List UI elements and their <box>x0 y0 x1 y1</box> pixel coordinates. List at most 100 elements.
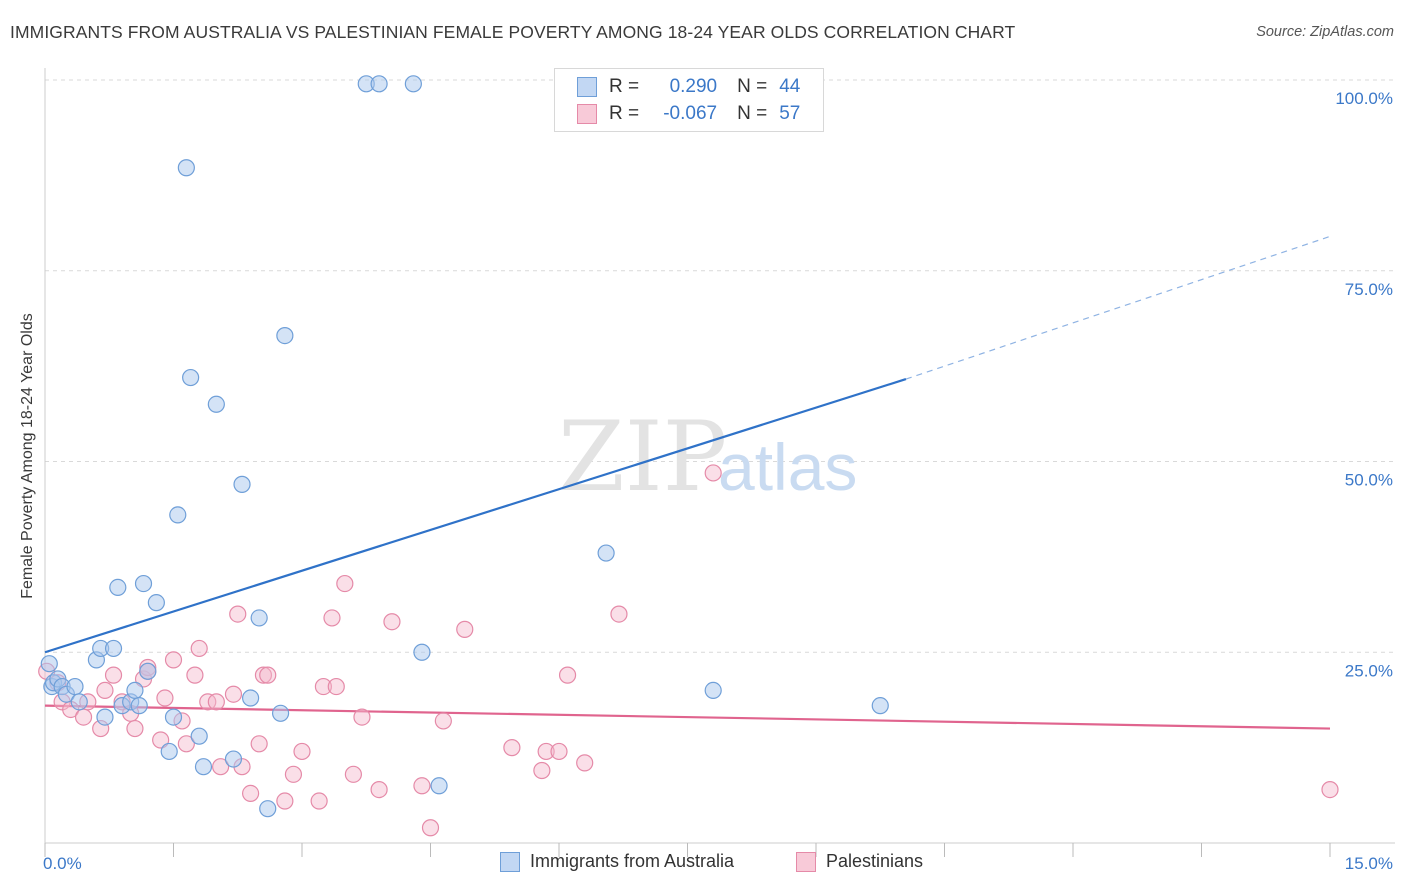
australia-point <box>190 727 208 745</box>
n-label: N = <box>737 76 768 97</box>
palestinians-point <box>533 761 551 780</box>
australia-point <box>104 639 123 658</box>
australia-point <box>370 75 388 93</box>
stats-legend: R = 0.290 N = 44 R = -0.067 N = 57 <box>554 68 824 132</box>
watermark-atlas: atlas <box>718 430 857 504</box>
stats-row-palestinians: R = -0.067 N = 57 <box>577 101 800 127</box>
palestinians-point <box>104 666 123 684</box>
australia-point <box>66 677 84 696</box>
australia-point <box>40 655 58 673</box>
palestinians-point <box>207 693 225 711</box>
palestinians-point <box>74 708 93 726</box>
australia-point <box>160 742 178 761</box>
australia-point <box>147 594 165 612</box>
palestinians-point <box>1321 780 1339 799</box>
palestinians-point <box>164 651 183 669</box>
source-credit: Source: ZipAtlas.com <box>1256 24 1394 40</box>
australia-point <box>413 643 431 661</box>
palestinians-point <box>344 765 362 783</box>
palestinians-point <box>383 613 401 631</box>
r-value: 0.290 <box>669 76 718 97</box>
watermark-zip: ZIP <box>558 401 727 513</box>
n-label: N = <box>737 103 768 124</box>
r-label: R = <box>609 103 640 124</box>
palestinians-point <box>96 681 114 700</box>
palestinians-point <box>421 819 440 837</box>
palestinians-point <box>323 609 341 627</box>
palestinians-point <box>413 777 431 795</box>
australia-point <box>250 609 268 627</box>
australia-point <box>597 544 615 562</box>
australia-point <box>134 574 153 593</box>
legend-label: Immigrants from Australia <box>530 851 735 871</box>
palestinians-point <box>254 666 273 684</box>
legend-item-australia[interactable]: Immigrants from Australia <box>500 851 734 872</box>
palestinians-point <box>186 666 204 684</box>
y-tick-label: 25.0% <box>1345 661 1393 680</box>
series-legend: Immigrants from Australia Palestinians <box>0 851 1406 877</box>
chart-title: IMMIGRANTS FROM AUSTRALIA VS PALESTINIAN… <box>10 22 1016 42</box>
palestinians-point <box>190 639 208 658</box>
r-value: -0.067 <box>663 103 718 124</box>
australia-point <box>109 578 127 596</box>
r-label: R = <box>609 76 640 97</box>
n-value: 57 <box>779 103 801 124</box>
australia-points <box>40 75 889 818</box>
legend-label: Palestinians <box>826 851 924 871</box>
tick-labels: 25.0% 50.0% 75.0% 100.0% 0.0% 15.0% <box>43 89 1393 873</box>
palestinians-points <box>38 464 1339 837</box>
y-tick-label: 50.0% <box>1345 471 1393 490</box>
australia-point <box>70 693 88 711</box>
trend-lines <box>44 235 1331 730</box>
australia-point <box>271 704 290 722</box>
pink-swatch <box>796 851 816 872</box>
australia-trend-line <box>44 378 907 654</box>
palestinians-point <box>327 677 345 696</box>
palestinians-point <box>550 742 568 761</box>
australia-point <box>194 758 213 776</box>
australia-point <box>164 708 183 726</box>
palestinians-point <box>242 784 260 803</box>
australia-point <box>169 506 187 524</box>
palestinians-point <box>276 792 294 810</box>
australia-point <box>233 475 251 493</box>
palestinians-point <box>250 735 268 753</box>
palestinians-point <box>259 666 277 684</box>
pink-swatch <box>577 104 597 124</box>
stats-row-australia: R = 0.290 N = 44 <box>577 74 800 100</box>
y-tick-label: 100.0% <box>1335 89 1393 108</box>
x-tick-label: 15.0% <box>1345 854 1393 873</box>
palestinians-point <box>314 677 333 696</box>
palestinians-point <box>224 685 243 703</box>
australia-point <box>704 681 722 700</box>
x-tick-label: 0.0% <box>43 854 82 873</box>
australia-point <box>404 75 422 93</box>
y-tick-label: 75.0% <box>1345 280 1393 299</box>
australia-point <box>242 689 260 707</box>
palestinians-point <box>212 758 230 776</box>
australia-trend-extension <box>905 235 1331 380</box>
palestinians-point <box>704 464 722 482</box>
blue-swatch <box>500 851 520 872</box>
palestinians-point <box>610 605 628 623</box>
australia-point <box>126 681 144 700</box>
australia-point <box>276 327 294 345</box>
australia-point <box>207 395 225 413</box>
palestinians-point <box>370 780 388 799</box>
palestinians-point <box>156 689 174 707</box>
palestinians-point <box>310 792 328 810</box>
australia-point <box>259 800 277 818</box>
palestinians-trend-line <box>44 704 1331 730</box>
watermark: ZIP atlas <box>558 401 857 513</box>
y-axis-label: Female Poverty Among 18-24 Year Olds <box>19 313 36 599</box>
palestinians-point <box>229 605 247 623</box>
blue-swatch <box>577 77 597 97</box>
legend-item-palestinians[interactable]: Palestinians <box>796 851 923 872</box>
australia-point <box>96 708 114 726</box>
australia-point <box>182 368 200 387</box>
palestinians-point <box>456 620 474 638</box>
palestinians-point <box>177 735 195 753</box>
palestinians-point <box>576 754 594 772</box>
palestinians-point <box>336 574 354 593</box>
